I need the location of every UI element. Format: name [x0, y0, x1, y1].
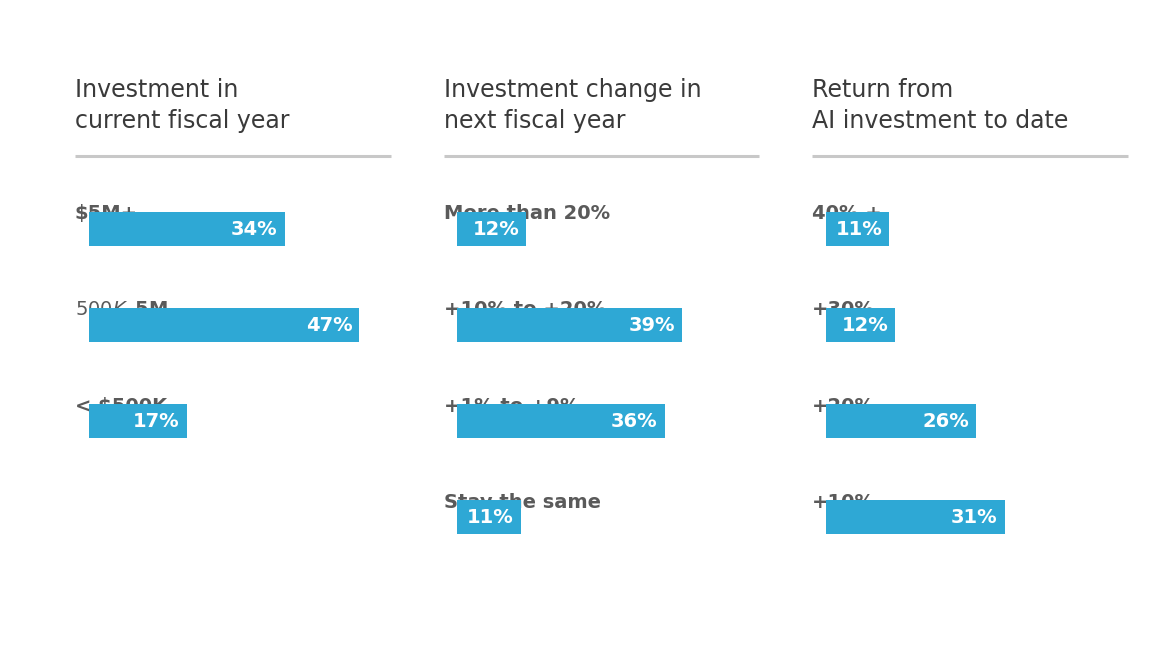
Text: 11%: 11% [835, 219, 882, 239]
Text: 31%: 31% [952, 508, 998, 527]
Text: Investment change in
next fiscal year: Investment change in next fiscal year [444, 78, 702, 132]
Text: 39%: 39% [629, 315, 675, 335]
Text: 12%: 12% [472, 219, 520, 239]
Text: < $500K: < $500K [75, 397, 167, 415]
Bar [457, 308, 682, 342]
Text: 12%: 12% [841, 315, 888, 335]
Text: 34%: 34% [232, 219, 278, 239]
Text: Investment in
current fiscal year: Investment in current fiscal year [75, 78, 289, 132]
Text: 47%: 47% [306, 315, 353, 335]
Text: $5M+: $5M+ [75, 204, 138, 223]
Bar [89, 212, 285, 246]
Text: +10%: +10% [812, 493, 876, 511]
Bar [826, 212, 889, 246]
Text: 36%: 36% [612, 411, 658, 431]
Text: $500K–$5M: $500K–$5M [75, 300, 168, 319]
Bar [457, 212, 526, 246]
Text: 17%: 17% [134, 411, 180, 431]
Text: +1% to +9%: +1% to +9% [444, 397, 579, 415]
Bar [826, 500, 1005, 534]
Bar [457, 500, 521, 534]
Bar [89, 404, 187, 438]
Text: +10% to +20%: +10% to +20% [444, 300, 606, 319]
Text: 40% +: 40% + [812, 204, 882, 223]
Bar [89, 308, 359, 342]
Text: Return from
AI investment to date: Return from AI investment to date [812, 78, 1069, 132]
Text: +30%: +30% [812, 300, 876, 319]
Text: Stay the same: Stay the same [444, 493, 600, 511]
Text: 11%: 11% [467, 508, 514, 527]
Bar [826, 404, 976, 438]
Text: +20%: +20% [812, 397, 876, 415]
Bar [826, 308, 895, 342]
Text: 26%: 26% [922, 411, 969, 431]
Text: More than 20%: More than 20% [444, 204, 609, 223]
Bar [457, 404, 665, 438]
